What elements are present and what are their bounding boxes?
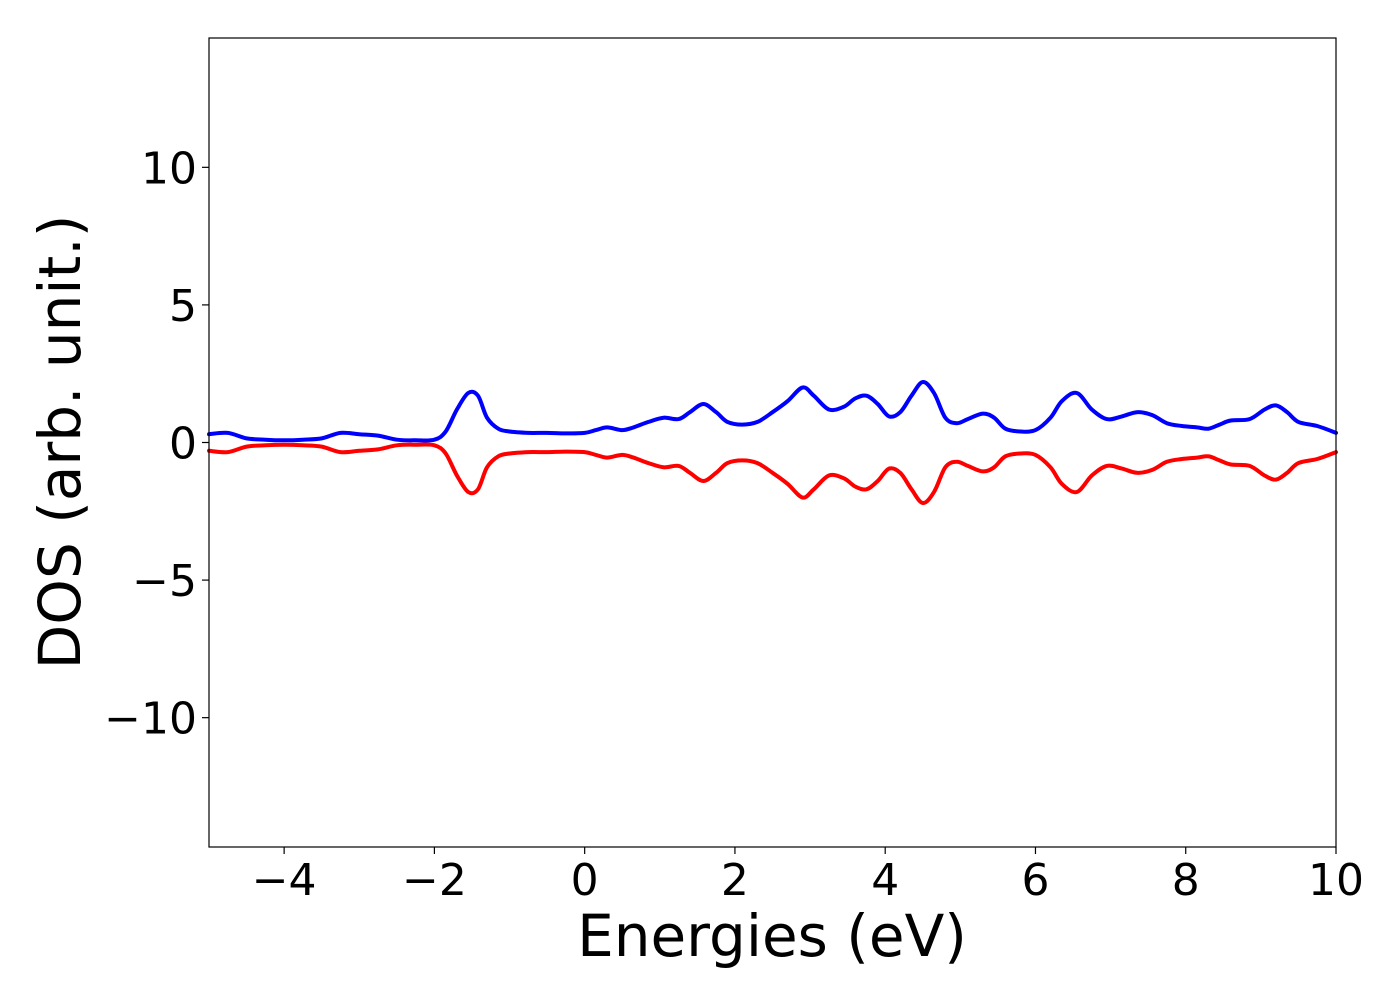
series-layer: [207, 380, 1338, 505]
x-tick-label: 10: [1308, 855, 1364, 906]
y-tick-label: −5: [132, 556, 197, 607]
series-line-spin-down: [207, 442, 1338, 505]
x-tick-label: −2: [402, 855, 467, 906]
y-tick-label: 5: [169, 281, 197, 332]
series-line-spin-up: [207, 380, 1338, 443]
x-tick-label: 2: [721, 855, 749, 906]
x-tick-label: 6: [1021, 855, 1049, 906]
x-tick-label: 0: [571, 855, 599, 906]
y-tick-label: 10: [141, 143, 197, 194]
x-tick-label: 8: [1172, 855, 1200, 906]
x-axis: −4 −2 0 2 4 6 8 10: [252, 847, 1364, 906]
x-tick-label: 4: [871, 855, 899, 906]
y-axis: −10 −5 0 5 10: [104, 143, 209, 745]
x-axis-label: Energies (eV): [577, 902, 967, 970]
y-axis-label: DOS (arb. unit.): [26, 215, 94, 670]
y-tick-label: 0: [169, 419, 197, 470]
y-tick-label: −10: [104, 694, 197, 745]
x-tick-label: −4: [252, 855, 317, 906]
